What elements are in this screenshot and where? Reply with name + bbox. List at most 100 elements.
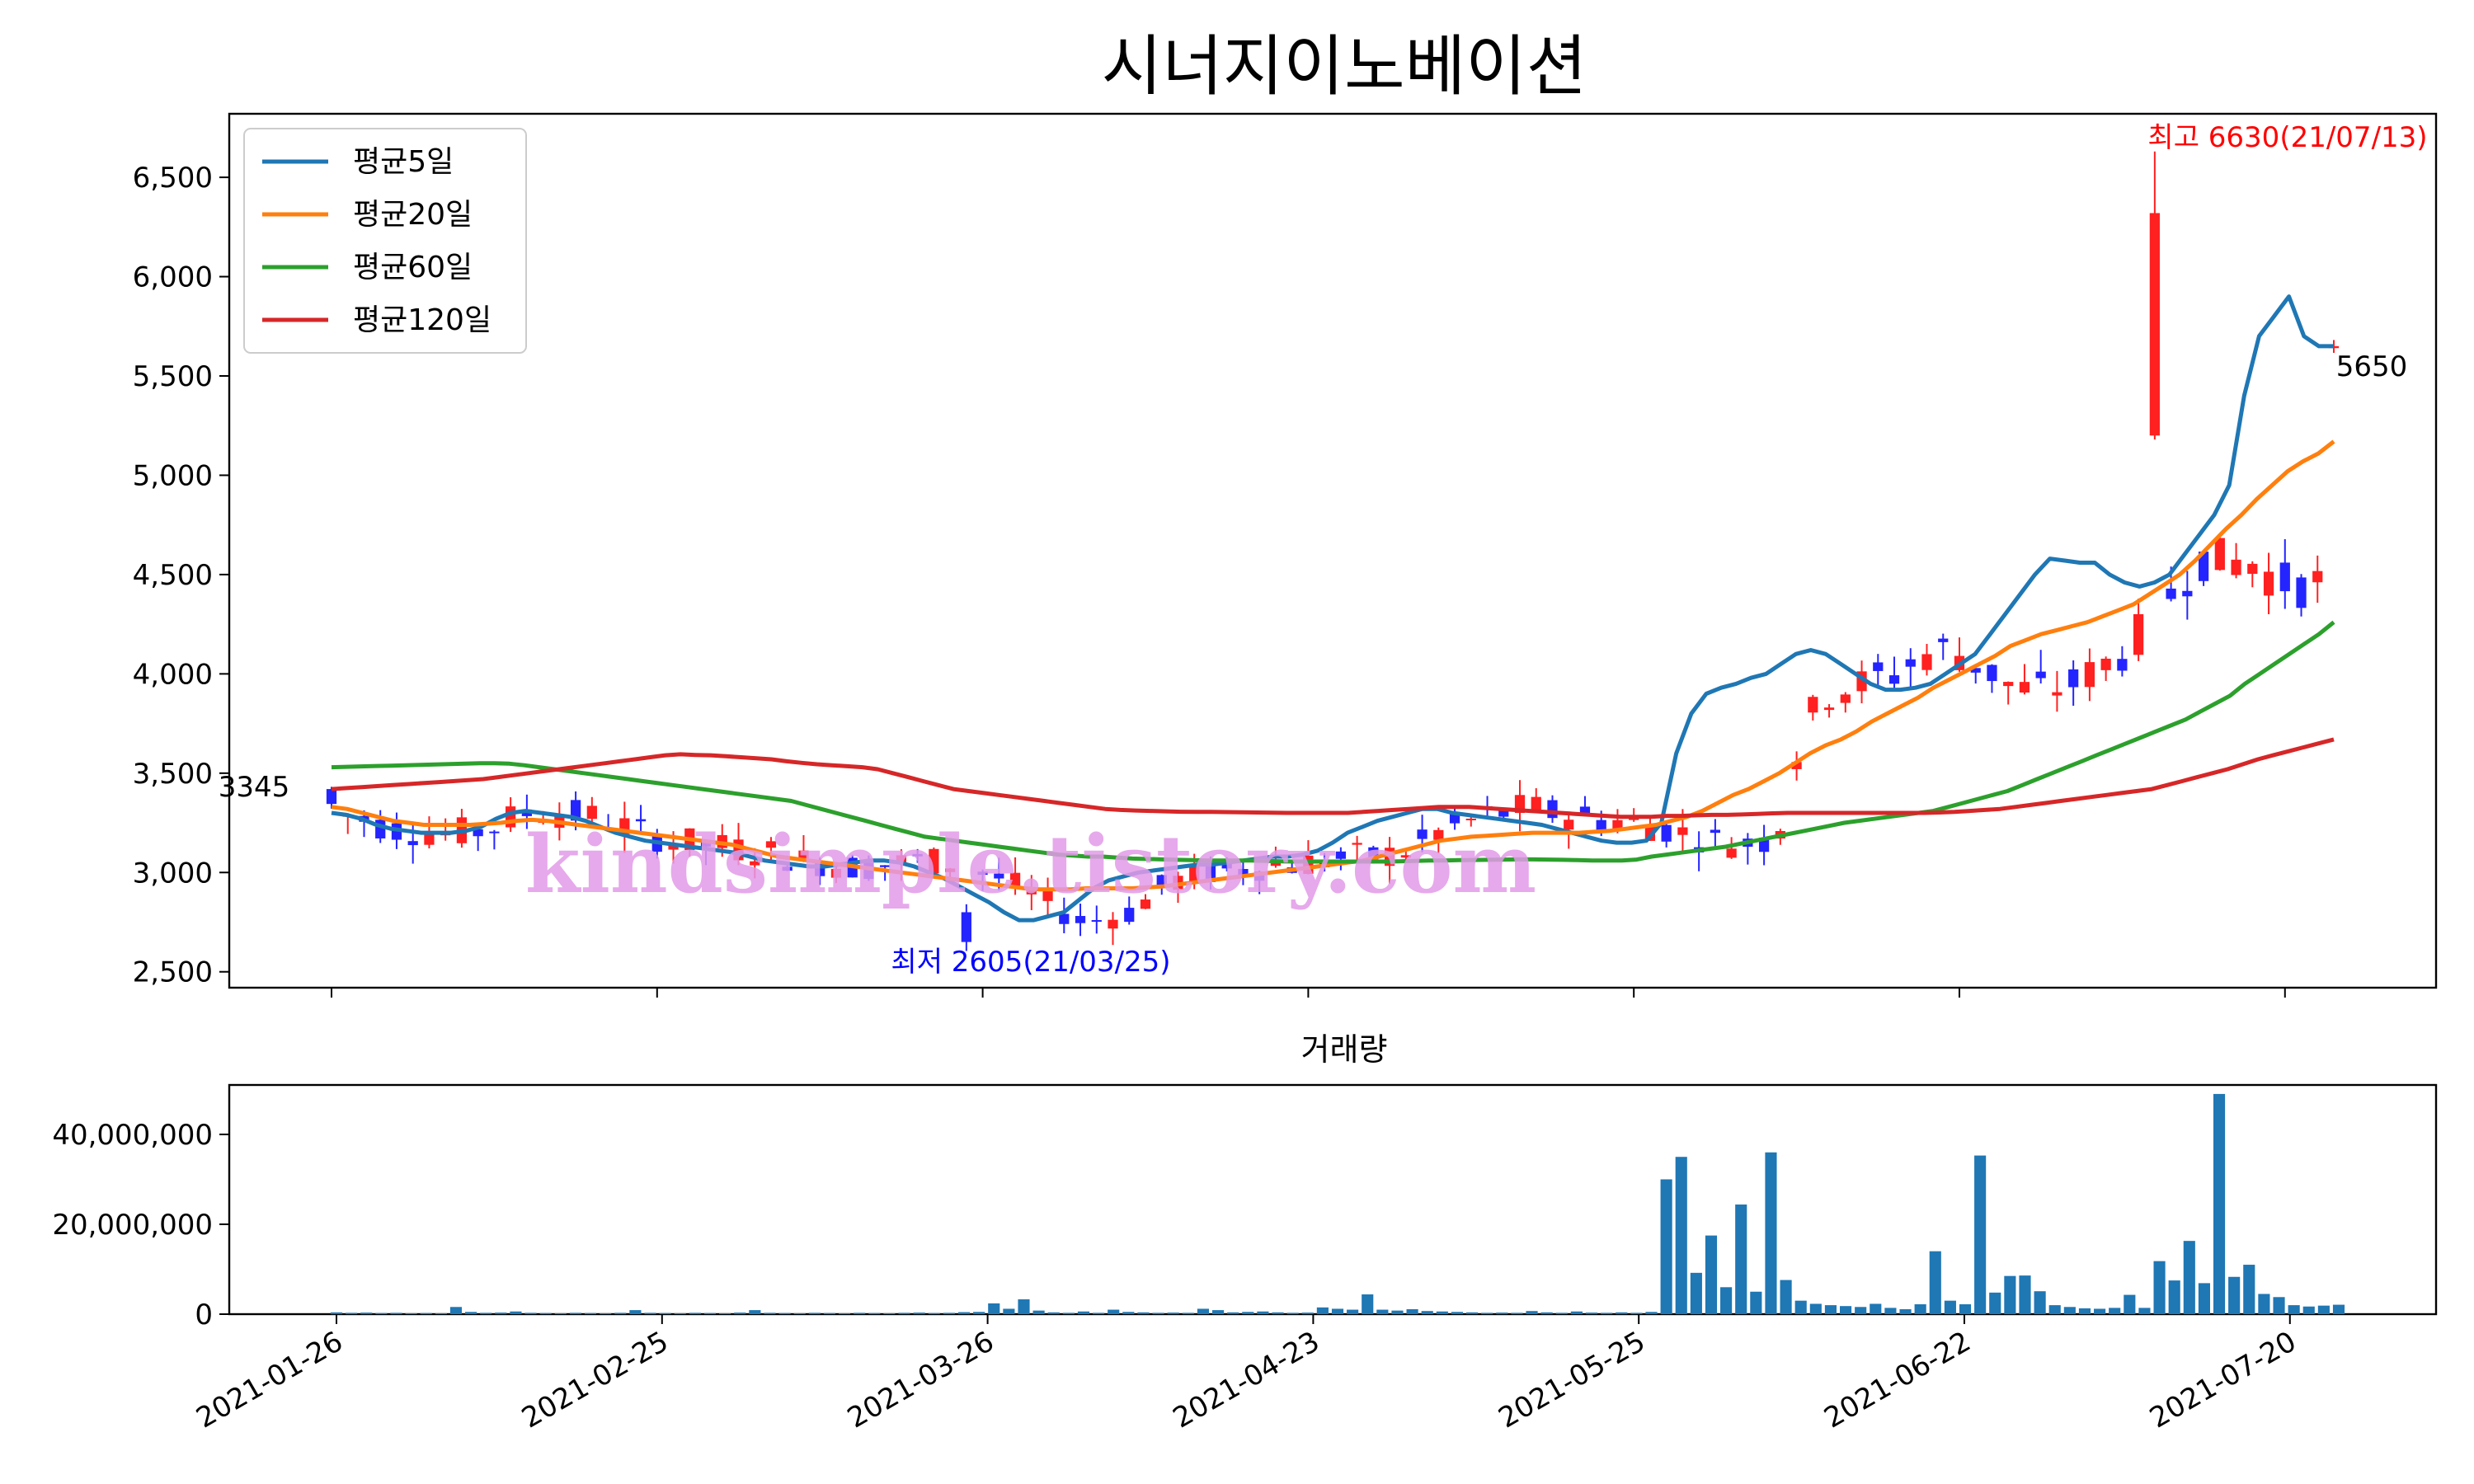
x-tick-label: 2021-04-23 (1168, 1325, 1325, 1435)
volume-bar (2078, 1308, 2091, 1314)
volume-bar (390, 1313, 402, 1314)
candle-body (929, 848, 939, 874)
price-y-tick-label: 4,000 (133, 658, 213, 691)
volume-bar (1032, 1310, 1045, 1314)
volume-bar (703, 1313, 717, 1314)
annotation-low: 최저 2605(21/03/25) (891, 946, 1170, 979)
volume-bar (1690, 1272, 1702, 1314)
candle-body (782, 866, 793, 871)
candle-body (880, 865, 891, 867)
candle-body (2166, 588, 2176, 599)
volume-bar (360, 1313, 373, 1314)
candle-body (1238, 869, 1249, 876)
volume-y-tick-label: 0 (195, 1298, 213, 1331)
volume-bar (1944, 1300, 1956, 1314)
candle-body (2084, 662, 2095, 688)
candle-body (1140, 899, 1151, 909)
volume-bar (465, 1312, 477, 1314)
volume-bar (375, 1313, 388, 1314)
candle-body (1970, 668, 1981, 673)
candle-body (1205, 862, 1216, 882)
candle-body (1417, 829, 1427, 839)
volume-y-tick-label: 20,000,000 (52, 1209, 213, 1242)
volume-bar (1855, 1307, 1867, 1314)
ma-line (331, 294, 2334, 923)
volume-bar (1735, 1204, 1747, 1314)
volume-bar (2213, 1093, 2226, 1314)
candle-body (2182, 590, 2193, 597)
volume-bar (1870, 1303, 1882, 1314)
candle-body (700, 842, 712, 847)
candle-body (1579, 806, 1591, 814)
volume-bar (2004, 1275, 2016, 1314)
volume-bar (629, 1310, 642, 1314)
candle-body (2296, 577, 2307, 608)
volume-bar (1705, 1235, 1718, 1314)
volume-bar (2273, 1297, 2285, 1314)
volume-bar (1301, 1313, 1314, 1314)
candle-body (2312, 571, 2323, 583)
volume-bar (943, 1313, 955, 1314)
volume-bar (957, 1312, 971, 1314)
volume-bar (1211, 1310, 1225, 1314)
volume-bar (823, 1313, 836, 1314)
x-tick-label: 2021-01-26 (190, 1325, 348, 1435)
volume-bar (1451, 1312, 1464, 1314)
volume-bar (1526, 1311, 1538, 1314)
candle-body (407, 841, 418, 846)
candle-body (1026, 888, 1037, 895)
candle-body (1270, 862, 1282, 866)
legend-entry: 평균120일 (353, 303, 492, 337)
candle-body (896, 855, 907, 865)
candle-body (1042, 888, 1053, 901)
volume-bar (644, 1313, 656, 1314)
candle-body (977, 871, 988, 876)
volume-bar (1047, 1312, 1060, 1314)
price-y-tick-label: 3,000 (133, 857, 213, 890)
volume-y-tick-label: 40,000,000 (52, 1119, 213, 1152)
volume-bar (1645, 1312, 1658, 1314)
volume-bar (569, 1313, 581, 1314)
volume-bar (1391, 1310, 1404, 1314)
candle-body (424, 834, 435, 845)
volume-bar (764, 1313, 776, 1314)
volume-bar (405, 1313, 417, 1314)
volume-bar (1316, 1307, 1329, 1314)
candle-body (1564, 819, 1574, 830)
price-y-tick-label: 4,500 (133, 559, 213, 592)
volume-bar (1406, 1309, 1418, 1314)
candle-body (2231, 559, 2241, 575)
candle-body (2247, 563, 2258, 574)
volume-bar (2109, 1308, 2121, 1314)
volume-bar (2302, 1306, 2315, 1314)
candle-body (1938, 638, 1949, 642)
candle-body (912, 853, 923, 857)
price-y-tick-label: 2,500 (133, 956, 213, 989)
candle-body (2068, 669, 2079, 688)
candle-body (1124, 908, 1135, 923)
candle-body (1661, 824, 1672, 842)
volume-bar (1780, 1280, 1792, 1314)
volume-bar (584, 1313, 597, 1314)
candle-body (1189, 864, 1200, 883)
volume-bar (928, 1313, 940, 1314)
legend-entry: 평균60일 (353, 251, 473, 284)
candle-body (1840, 694, 1851, 703)
volume-bar (2258, 1294, 2270, 1314)
candle-body (1335, 851, 1346, 859)
price-x-axis (331, 988, 2286, 998)
candle-body (1987, 665, 1997, 682)
volume-bar (883, 1313, 896, 1314)
x-tick-label: 2021-05-25 (1493, 1325, 1651, 1435)
volume-bar (1272, 1312, 1284, 1314)
volume-bar (614, 1313, 627, 1314)
volume-bar (1914, 1304, 1926, 1314)
volume-bar (1167, 1313, 1179, 1314)
volume-bar (1989, 1292, 2001, 1314)
volume-bar (808, 1313, 821, 1314)
candle-body (944, 868, 956, 872)
price-panel: 2,500 3,000 3,500 4,000 4,500 5,000 5,500 6,000… (133, 112, 2438, 998)
volume-bar (2153, 1261, 2166, 1314)
volume-bar (1152, 1313, 1164, 1314)
candle-body (961, 912, 971, 942)
